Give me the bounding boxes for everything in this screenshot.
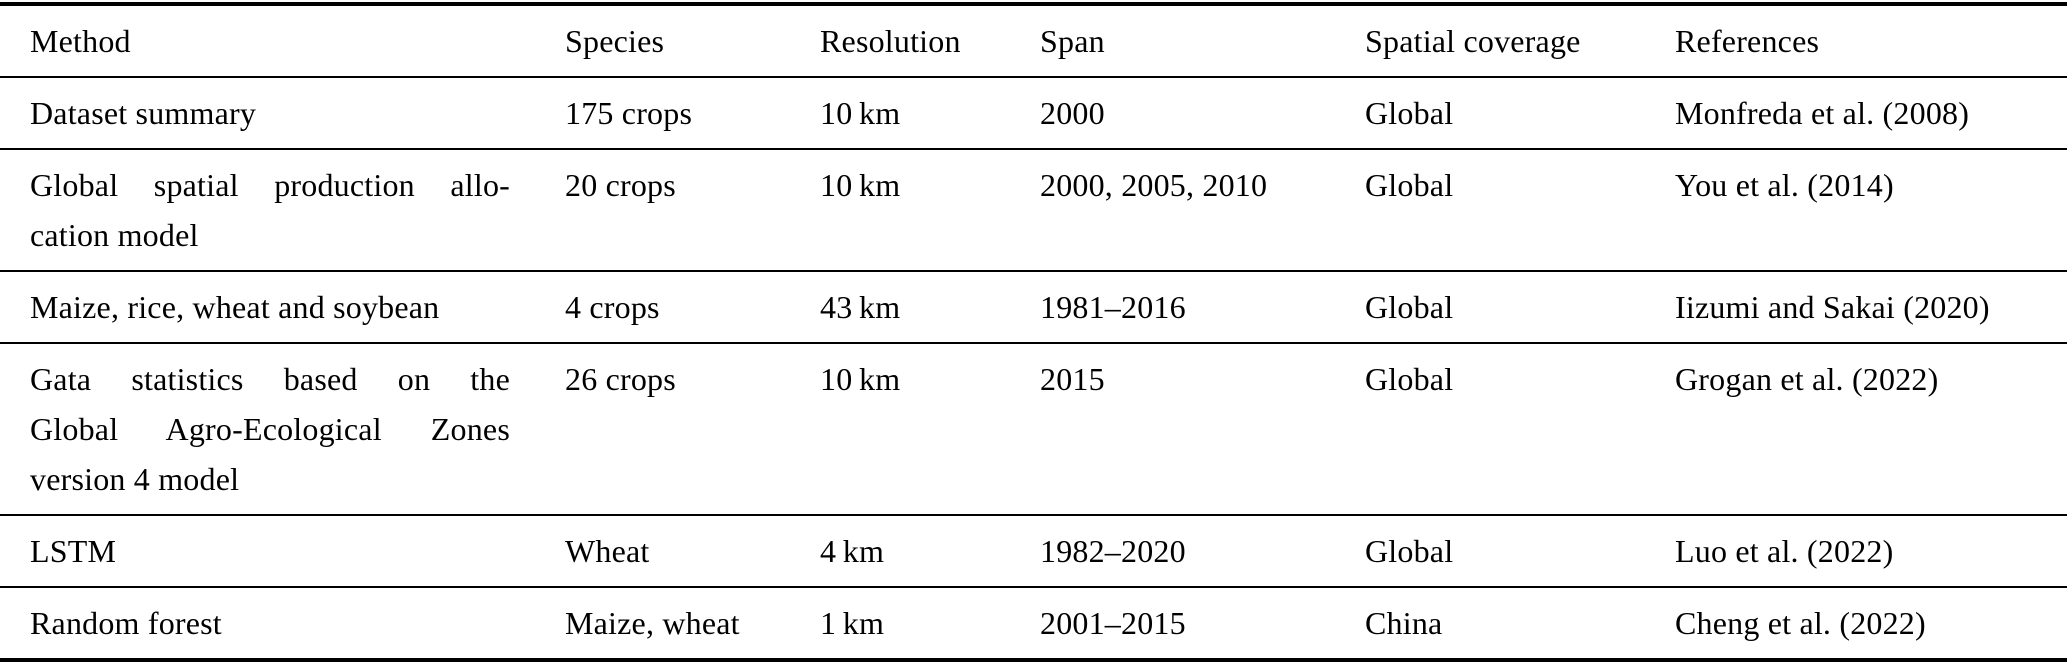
column-header-resolution: Resolution	[820, 23, 961, 59]
cell-span: 2015	[1040, 361, 1105, 397]
table-row: Global spatial production allo-cation mo…	[0, 149, 2067, 271]
table-row: Maize, rice, wheat and soybean 4 crops 4…	[0, 271, 2067, 343]
cell-resolution: 4 km	[820, 533, 885, 569]
cell-span: 1981–2016	[1040, 289, 1186, 325]
cell-span: 2000	[1040, 95, 1105, 131]
cell-method: LSTM	[30, 533, 117, 569]
table-row: Gata statistics based on the Global Agro-…	[0, 343, 2067, 515]
cell-resolution: 43 km	[820, 289, 901, 325]
table-row: Dataset summary 175 crops 10 km 2000 Glo…	[0, 77, 2067, 149]
cell-species: Wheat	[565, 533, 650, 569]
cell-species: Maize, wheat	[565, 605, 740, 641]
cell-resolution: 1 km	[820, 605, 885, 641]
column-header-span: Span	[1040, 23, 1105, 59]
cell-resolution: 10 km	[820, 167, 901, 203]
cell-spatial-coverage: China	[1365, 605, 1443, 641]
column-header-species: Species	[565, 23, 665, 59]
cell-span: 2000, 2005, 2010	[1040, 167, 1268, 203]
column-header-spatial-coverage: Spatial coverage	[1365, 23, 1581, 59]
cell-species: 20 crops	[565, 167, 676, 203]
cell-spatial-coverage: Global	[1365, 95, 1454, 131]
cell-spatial-coverage: Global	[1365, 289, 1454, 325]
cell-span: 2001–2015	[1040, 605, 1186, 641]
cell-method: Dataset summary	[30, 95, 257, 131]
cell-reference: Iizumi and Sakai (2020)	[1675, 289, 1990, 325]
cell-reference: You et al. (2014)	[1675, 167, 1894, 203]
cell-resolution: 10 km	[820, 95, 901, 131]
cell-method: Maize, rice, wheat and soybean	[30, 289, 440, 325]
header-row: Method Species Resolution Span Spatial c…	[0, 4, 2067, 77]
cell-species: 4 crops	[565, 289, 660, 325]
cell-reference: Cheng et al. (2022)	[1675, 605, 1926, 641]
cell-method: Random forest	[30, 605, 222, 641]
cell-method: Gata statistics based on the Global Agro-…	[30, 361, 510, 497]
cell-reference: Monfreda et al. (2008)	[1675, 95, 1970, 131]
table-row: Random forest Maize, wheat 1 km 2001–201…	[0, 587, 2067, 660]
cell-species: 175 crops	[565, 95, 693, 131]
table-row: LSTM Wheat 4 km 1982–2020 Global Luo et …	[0, 515, 2067, 587]
cell-spatial-coverage: Global	[1365, 167, 1454, 203]
cell-reference: Luo et al. (2022)	[1675, 533, 1894, 569]
cell-span: 1982–2020	[1040, 533, 1186, 569]
cell-reference: Grogan et al. (2022)	[1675, 361, 1939, 397]
cell-method: Global spatial production allo-cation mo…	[30, 167, 510, 253]
cell-spatial-coverage: Global	[1365, 361, 1454, 397]
column-header-method: Method	[30, 23, 131, 59]
cell-species: 26 crops	[565, 361, 676, 397]
cell-spatial-coverage: Global	[1365, 533, 1454, 569]
column-header-references: References	[1675, 23, 1820, 59]
cell-resolution: 10 km	[820, 361, 901, 397]
